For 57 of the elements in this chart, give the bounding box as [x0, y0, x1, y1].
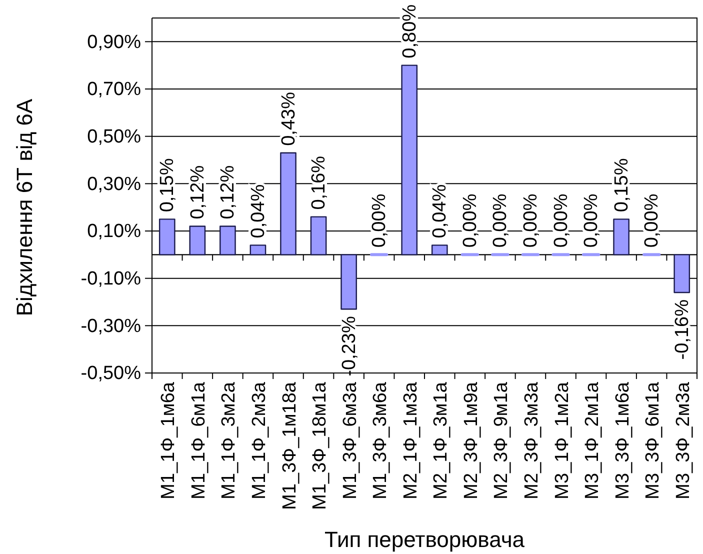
data-label: 0,15% — [611, 158, 632, 212]
bar — [401, 64, 418, 256]
x-tick-label: М3_3Ф_1м6а — [612, 382, 634, 500]
x-tick-label: М3_3Ф_2м3а — [672, 382, 694, 500]
y-tick-label: 0,50% — [87, 126, 142, 148]
bar — [310, 216, 327, 256]
x-tick-label: М3_1Ф_1м2а — [552, 382, 573, 500]
data-label: 0,15% — [157, 158, 178, 212]
bar — [431, 244, 448, 256]
data-label: 0,00% — [490, 194, 512, 248]
x-axis-title: Тип перетворювача — [324, 527, 526, 552]
data-label: 0,04% — [430, 184, 451, 238]
data-label: 0,80% — [399, 4, 420, 58]
x-tick-label: М1_1Ф_3м2а — [218, 382, 240, 500]
data-label: -0,16% — [672, 299, 693, 360]
x-tick-label: М3_1Ф_2м1а — [582, 382, 604, 500]
data-label: 0,00% — [520, 194, 542, 248]
bar — [189, 226, 206, 256]
x-tick-label: М2_3Ф_3м3а — [521, 382, 542, 500]
x-tick-label: М1_3Ф_6м3а — [340, 382, 361, 500]
y-tick-label: -0,10% — [80, 268, 142, 290]
bar — [340, 254, 357, 310]
data-label: 0,00% — [581, 194, 602, 248]
data-label: 0,00% — [369, 194, 390, 248]
x-tick-label: М2_3Ф_1м9а — [460, 382, 482, 500]
x-tick-label: М3_3Ф_6м1а — [642, 382, 664, 500]
y-tick-label: -0,50% — [80, 363, 142, 384]
bar — [280, 152, 296, 256]
bar — [674, 254, 690, 294]
bar — [220, 226, 236, 256]
x-tick-label: М1_1Ф_6м1а — [188, 382, 210, 500]
data-label: -0,23% — [338, 316, 360, 376]
x-tick-label: М1_3Ф_3м6а — [370, 382, 392, 500]
data-label: 0,00% — [460, 194, 481, 248]
x-tick-label: М2_1Ф_3м1а — [430, 382, 452, 500]
y-tick-label: -0,30% — [80, 316, 142, 337]
data-label: 0,16% — [308, 156, 330, 210]
y-tick-label: 0,70% — [87, 79, 142, 100]
data-label: 0,12% — [187, 165, 208, 220]
bar — [158, 218, 176, 256]
bar — [613, 218, 630, 256]
x-tick-label: М1_1Ф_2м3а — [248, 382, 270, 500]
data-label: 0,00% — [550, 194, 572, 248]
y-tick-label: 0,90% — [87, 32, 142, 53]
y-axis-title: Відхилення 6Т від 6А — [12, 98, 37, 316]
x-tick-label: М2_3Ф_9м1а — [491, 382, 512, 500]
data-label: 0,12% — [218, 165, 239, 220]
data-label: 0,00% — [642, 194, 663, 248]
y-tick-label: 0,30% — [87, 174, 142, 195]
y-tick-label: 0,10% — [87, 221, 142, 242]
x-tick-label: М1_1Ф_1м6а — [158, 382, 180, 500]
x-tick-label: М2_1Ф_1м3а — [400, 382, 422, 500]
data-label: 0,43% — [278, 92, 300, 146]
x-tick-label: М1_3Ф_1м18а — [279, 382, 300, 510]
x-tick-label: М1_3Ф_18м1а — [310, 382, 331, 510]
data-label: 0,04% — [248, 184, 269, 238]
bar — [250, 244, 266, 256]
